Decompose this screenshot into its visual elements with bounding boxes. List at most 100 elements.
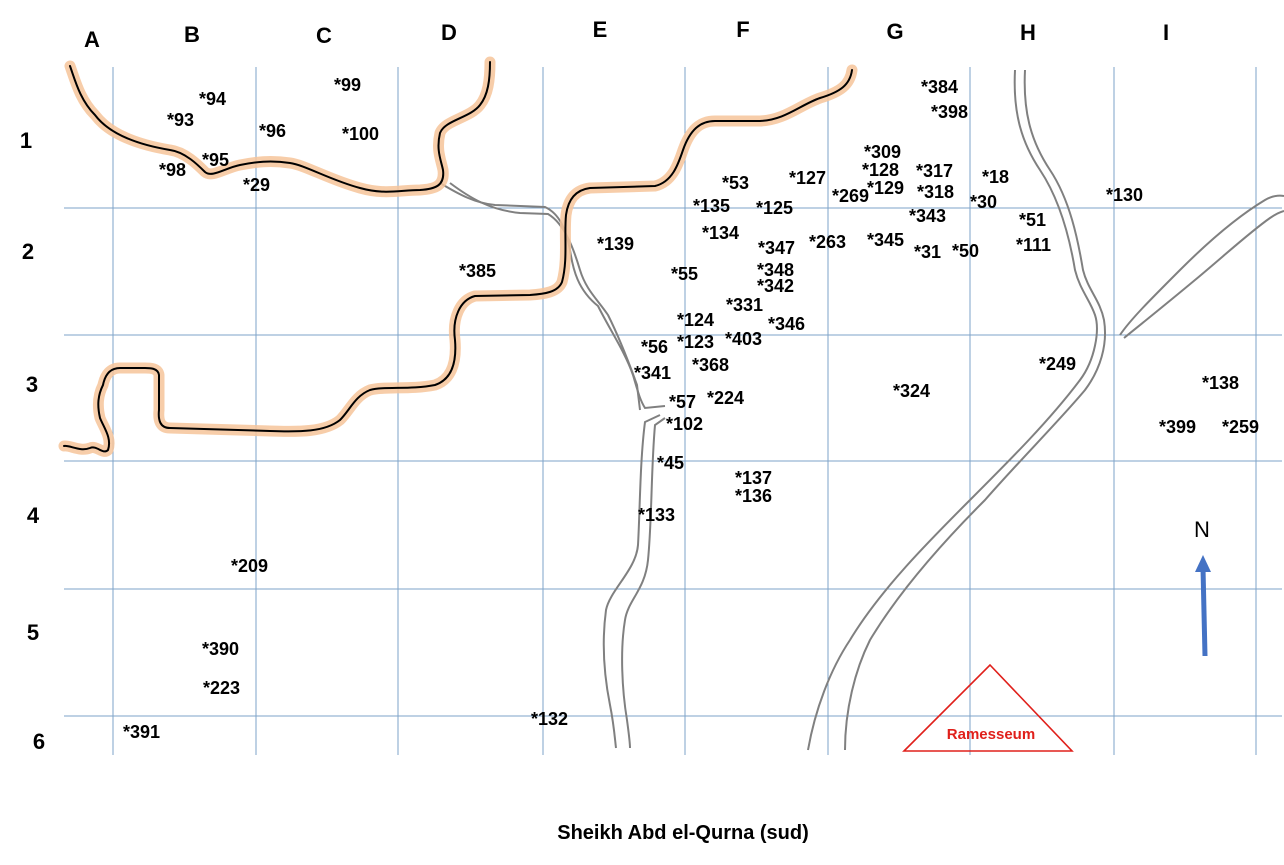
tomb-label: *51 bbox=[1019, 210, 1046, 230]
road-east-a bbox=[1119, 194, 1284, 336]
tomb-label: *127 bbox=[789, 168, 826, 188]
roads bbox=[439, 69, 1284, 751]
tomb-label: *132 bbox=[531, 709, 568, 729]
row-label-5: 5 bbox=[27, 620, 39, 645]
tomb-label: *391 bbox=[123, 722, 160, 742]
arrow-head bbox=[1195, 555, 1211, 572]
column-label-f: F bbox=[736, 17, 749, 42]
tomb-label: *124 bbox=[677, 310, 714, 330]
road-south-b bbox=[621, 417, 666, 749]
row-label-4: 4 bbox=[27, 503, 40, 528]
tomb-label: *55 bbox=[671, 264, 698, 284]
road-upper-left-b bbox=[449, 182, 641, 411]
column-label-d: D bbox=[441, 20, 457, 45]
tomb-label: *31 bbox=[914, 242, 941, 262]
landmark-label: Ramesseum bbox=[947, 726, 1035, 743]
tomb-label: *99 bbox=[334, 75, 361, 95]
tomb-label: *324 bbox=[893, 381, 930, 401]
tomb-label: *269 bbox=[832, 186, 869, 206]
tomb-label: *390 bbox=[202, 639, 239, 659]
row-label-2: 2 bbox=[22, 239, 34, 264]
tomb-label: *123 bbox=[677, 332, 714, 352]
map-caption: Sheikh Abd el-Qurna (sud) bbox=[557, 822, 809, 844]
column-label-e: E bbox=[593, 17, 608, 42]
tomb-label: *133 bbox=[638, 505, 675, 525]
tomb-label: *111 bbox=[1016, 235, 1051, 255]
column-labels: A B C D E F G H I bbox=[84, 17, 1169, 52]
tomb-label: *57 bbox=[669, 392, 696, 412]
tomb-label: *384 bbox=[921, 77, 958, 97]
tomb-label: *98 bbox=[159, 160, 186, 180]
column-label-g: G bbox=[886, 19, 903, 44]
wadi-middle bbox=[63, 69, 853, 453]
road-channel-b bbox=[844, 69, 1106, 751]
tomb-labels: *94 *99 *93 *96 *100 *95 *98 *29 *384 *3… bbox=[123, 75, 1259, 742]
tomb-label: *347 bbox=[758, 238, 795, 258]
tomb-label: *263 bbox=[809, 232, 846, 252]
tomb-label: *29 bbox=[243, 175, 270, 195]
tomb-label: *129 bbox=[867, 178, 904, 198]
tomb-label: *403 bbox=[725, 329, 762, 349]
tomb-label: *309 bbox=[864, 142, 901, 162]
wadi-upper bbox=[69, 61, 491, 193]
column-label-a: A bbox=[84, 27, 100, 52]
tomb-label: *102 bbox=[666, 414, 703, 434]
tomb-label: *130 bbox=[1106, 185, 1143, 205]
tomb-label: *346 bbox=[768, 314, 805, 334]
wadi-lines bbox=[58, 56, 858, 457]
arrow-up-icon bbox=[1200, 567, 1208, 657]
tomb-label: *318 bbox=[917, 182, 954, 202]
tomb-label: *18 bbox=[982, 167, 1009, 187]
tomb-label: *385 bbox=[459, 261, 496, 281]
tomb-label: *399 bbox=[1159, 417, 1196, 437]
ramesseum-landmark: Ramesseum bbox=[902, 663, 1074, 752]
tomb-label: *53 bbox=[722, 173, 749, 193]
column-label-i: I bbox=[1163, 20, 1169, 45]
row-labels: 1 2 3 4 5 6 bbox=[20, 128, 45, 754]
column-label-c: C bbox=[316, 23, 332, 48]
tomb-label: *95 bbox=[202, 150, 229, 170]
tomb-label: *209 bbox=[231, 556, 268, 576]
tomb-label: *138 bbox=[1202, 373, 1239, 393]
north-label: N bbox=[1194, 517, 1210, 542]
road-channel-a bbox=[807, 69, 1098, 751]
tomb-label: *128 bbox=[862, 160, 899, 180]
row-label-3: 3 bbox=[26, 372, 38, 397]
tomb-label: *94 bbox=[199, 89, 226, 109]
column-label-h: H bbox=[1020, 20, 1036, 45]
tomb-label: *342 bbox=[757, 276, 794, 296]
tomb-label: *223 bbox=[203, 678, 240, 698]
tomb-label: *125 bbox=[756, 198, 793, 218]
tomb-label: *343 bbox=[909, 206, 946, 226]
tomb-label: *100 bbox=[342, 124, 379, 144]
tomb-label: *134 bbox=[702, 223, 739, 243]
grid-lines bbox=[64, 67, 1282, 755]
tomb-label: *259 bbox=[1222, 417, 1259, 437]
tomb-label: *45 bbox=[657, 453, 684, 473]
row-label-1: 1 bbox=[20, 128, 32, 153]
column-label-b: B bbox=[184, 22, 200, 47]
tomb-label: *224 bbox=[707, 388, 744, 408]
triangle-outline-icon bbox=[902, 663, 1074, 752]
row-label-6: 6 bbox=[33, 729, 45, 754]
tomb-label: *135 bbox=[693, 196, 730, 216]
tomb-label: *136 bbox=[735, 486, 772, 506]
tomb-label: *348 bbox=[757, 260, 794, 280]
tomb-label: *317 bbox=[916, 161, 953, 181]
tomb-label: *137 bbox=[735, 468, 772, 488]
north-indicator: N bbox=[1194, 517, 1211, 657]
tomb-label: *249 bbox=[1039, 354, 1076, 374]
tomb-label: *93 bbox=[167, 110, 194, 130]
tomb-label: *345 bbox=[867, 230, 904, 250]
tomb-label: *30 bbox=[970, 192, 997, 212]
tomb-label: *50 bbox=[952, 241, 979, 261]
tomb-label: *56 bbox=[641, 337, 668, 357]
tomb-label: *398 bbox=[931, 102, 968, 122]
road-south-a bbox=[602, 414, 661, 749]
tomb-label: *341 bbox=[634, 363, 671, 383]
road-east-b bbox=[1123, 210, 1284, 339]
tomb-label: *368 bbox=[692, 355, 729, 375]
tomb-label: *96 bbox=[259, 121, 286, 141]
tomb-label: *331 bbox=[726, 295, 763, 315]
